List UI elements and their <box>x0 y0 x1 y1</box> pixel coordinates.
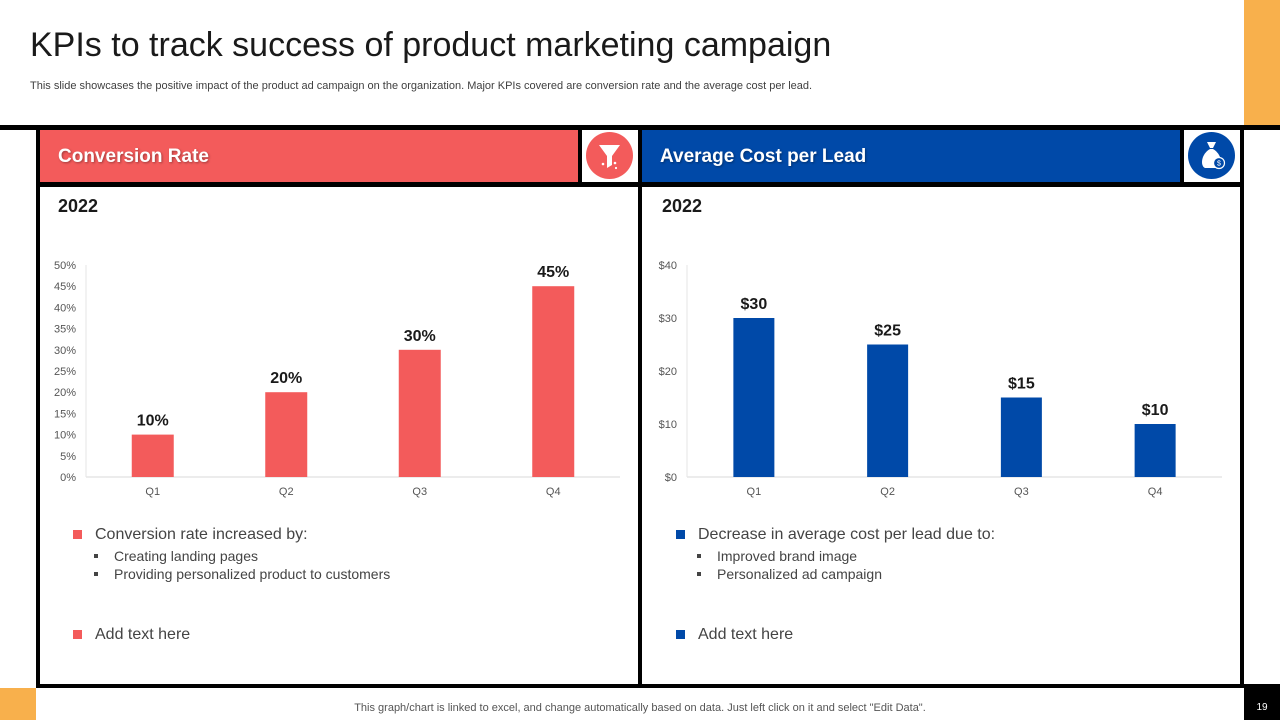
footer-note: This graph/chart is linked to excel, and… <box>354 702 926 714</box>
bar[interactable] <box>131 434 174 477</box>
data-label: $25 <box>874 323 901 340</box>
divider-top <box>0 125 1280 130</box>
x-tick-label: Q1 <box>145 486 160 498</box>
data-label: 10% <box>137 413 169 430</box>
x-tick-label: Q2 <box>279 486 294 498</box>
blue-square-icon <box>676 530 685 539</box>
bar[interactable] <box>532 286 575 477</box>
bar[interactable] <box>1000 397 1042 478</box>
x-tick-label: Q4 <box>546 486 561 498</box>
y-tick-label: 0% <box>60 472 76 484</box>
x-tick-label: Q2 <box>880 486 895 498</box>
left-header-underline <box>40 182 638 187</box>
svg-text:$: $ <box>1217 161 1221 168</box>
bullet-dot-icon <box>94 572 98 576</box>
y-tick-label: $30 <box>659 313 677 325</box>
y-tick-label: 30% <box>54 345 76 357</box>
x-tick-label: Q3 <box>1014 486 1029 498</box>
left-bullet-main-text: Conversion rate increased by: <box>95 526 308 543</box>
y-tick-label: $20 <box>659 366 677 378</box>
avg-cost-chart[interactable]: $0 $10 $20 $30 $40 $30 Q1 $25 Q2 $15 Q3 $10 Q4 <box>642 250 1238 505</box>
bar[interactable] <box>398 349 441 477</box>
data-label: 45% <box>537 264 569 281</box>
bullet-dot-icon <box>697 554 701 558</box>
x-tick-label: Q3 <box>412 486 427 498</box>
x-tick-label: Q4 <box>1148 486 1163 498</box>
y-tick-label: 25% <box>54 366 76 378</box>
page-number: 19 <box>1244 688 1280 720</box>
bar[interactable] <box>867 344 909 478</box>
bullet-dot-icon <box>94 554 98 558</box>
red-square-icon <box>73 530 82 539</box>
y-tick-label: 40% <box>54 302 76 314</box>
funnel-icon <box>586 132 633 179</box>
y-tick-label: $0 <box>665 472 677 484</box>
left-year: 2022 <box>58 196 99 216</box>
avg-cost-header-text: Average Cost per Lead <box>660 146 867 167</box>
money-bag-icon-box: $ <box>1180 130 1240 182</box>
y-tick-label: 10% <box>54 430 76 442</box>
data-label: 20% <box>270 370 302 387</box>
right-year: 2022 <box>662 196 703 216</box>
orange-accent-bottom-left <box>0 688 36 720</box>
bar[interactable] <box>1134 424 1176 477</box>
blue-square-icon <box>676 630 685 639</box>
right-sub-bullet-text: Improved brand image <box>717 548 858 564</box>
y-tick-label: 20% <box>54 387 76 399</box>
left-sub-bullet-text: Creating landing pages <box>114 548 258 564</box>
data-label: $15 <box>1008 376 1035 393</box>
y-tick-label: 50% <box>54 260 76 272</box>
orange-accent-top-right <box>1244 0 1280 125</box>
bullet-dot-icon <box>697 572 701 576</box>
x-tick-label: Q1 <box>747 486 762 498</box>
funnel-icon-box <box>578 130 638 182</box>
money-bag-icon: $ <box>1188 132 1235 179</box>
y-tick-label: $40 <box>659 260 677 272</box>
data-label: $10 <box>1142 402 1169 419</box>
conversion-rate-header: Conversion Rate <box>40 130 578 182</box>
data-label: 30% <box>404 328 436 345</box>
y-tick-label: 45% <box>54 281 76 293</box>
y-tick-label: $10 <box>659 419 677 431</box>
y-tick-label: 15% <box>54 408 76 420</box>
right-add-text-label: Add text here <box>698 626 794 643</box>
right-header-underline <box>642 182 1240 187</box>
conversion-rate-chart[interactable]: 0% 5% 10% 15% 20% 25% 30% 35% 40% 45% 50% 10% Q1 20% Q… <box>40 250 636 505</box>
right-bullet-main-text: Decrease in average cost per lead due to… <box>698 526 996 543</box>
y-tick-label: 5% <box>60 451 76 463</box>
left-sub-bullet-text: Providing personalized product to custom… <box>114 566 391 582</box>
avg-cost-header: Average Cost per Lead <box>642 130 1180 182</box>
divider-right <box>1240 130 1244 684</box>
slide-title: KPIs to track success of product marketi… <box>30 26 832 64</box>
bar[interactable] <box>265 392 308 477</box>
left-add-text-label: Add text here <box>95 626 191 643</box>
divider-left <box>36 130 40 684</box>
slide-subtitle: This slide showcases the positive impact… <box>30 80 813 92</box>
red-square-icon <box>73 630 82 639</box>
divider-bottom <box>36 684 1280 688</box>
data-label: $30 <box>741 296 768 313</box>
conversion-rate-header-text: Conversion Rate <box>58 146 209 167</box>
divider-middle <box>638 130 642 684</box>
y-tick-label: 35% <box>54 324 76 336</box>
right-sub-bullet-text: Personalized ad campaign <box>717 566 882 582</box>
bar[interactable] <box>733 318 775 477</box>
